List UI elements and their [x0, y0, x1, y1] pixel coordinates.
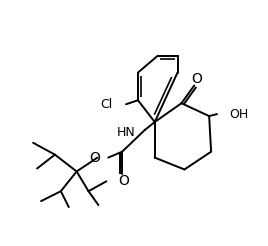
Text: O: O: [191, 72, 202, 86]
Text: O: O: [90, 151, 100, 165]
Text: Cl: Cl: [100, 98, 112, 111]
Text: O: O: [119, 174, 129, 188]
Text: OH: OH: [229, 108, 248, 121]
Text: HN: HN: [117, 126, 136, 139]
